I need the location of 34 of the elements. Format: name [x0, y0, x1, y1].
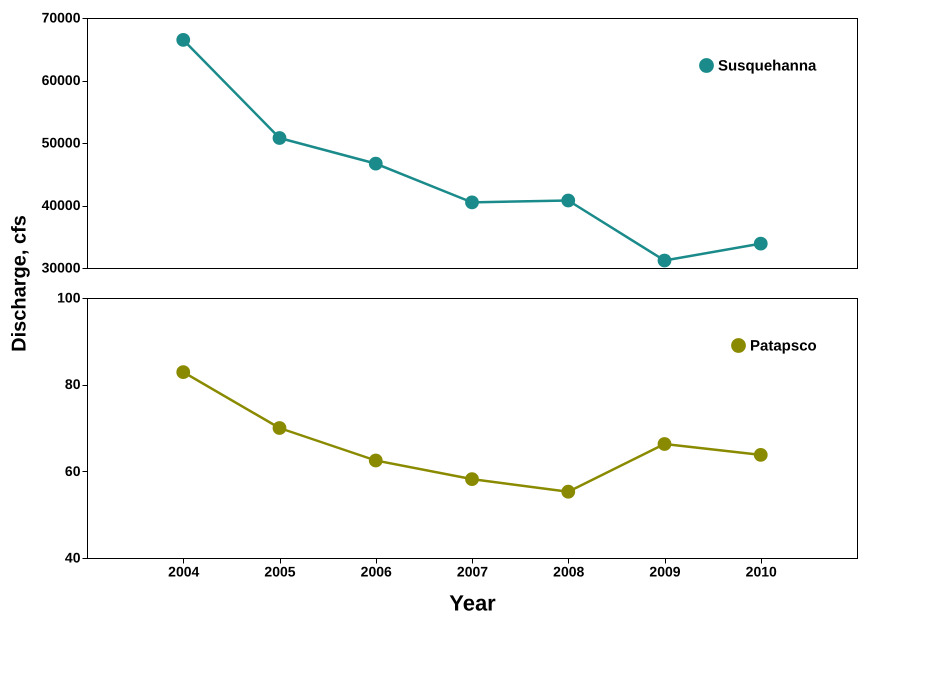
legend-label: Susquehanna — [718, 58, 818, 74]
y-tick-label: 50000 — [42, 134, 81, 150]
y-tick-label: 70000 — [42, 10, 81, 26]
x-tick-label: 2005 — [264, 564, 296, 580]
y-tick-label: 60 — [64, 462, 81, 479]
y-tick-label: 40 — [64, 550, 81, 566]
legend-label: Patapsco — [750, 338, 817, 354]
point — [754, 236, 768, 251]
point — [272, 131, 286, 145]
y-tick-label: 80 — [64, 376, 81, 392]
x-tick-label: 2010 — [746, 564, 778, 580]
point — [561, 484, 576, 499]
x-tick-label: 2004 — [168, 564, 200, 580]
point — [176, 32, 190, 47]
x-tick-label: 2006 — [360, 564, 392, 580]
point — [176, 365, 190, 379]
y-tick-label: 60000 — [42, 72, 81, 88]
x-tick-label: 2008 — [553, 564, 585, 580]
y-axis-title: Discharge, cfs — [8, 215, 31, 352]
point — [754, 448, 768, 462]
point — [658, 254, 672, 268]
point — [368, 454, 383, 468]
point — [272, 421, 286, 435]
y-tick-label: 40000 — [42, 197, 81, 213]
y-tick-label: 30000 — [42, 260, 81, 276]
point — [561, 194, 576, 208]
point — [465, 195, 479, 210]
x-axis-title: Year — [449, 590, 496, 616]
point — [368, 156, 383, 171]
point — [465, 472, 479, 486]
x-tick-label: 2007 — [456, 564, 488, 580]
x-tick-label: 2009 — [649, 564, 681, 580]
point — [658, 437, 672, 451]
y-tick-label: 100 — [57, 290, 81, 306]
